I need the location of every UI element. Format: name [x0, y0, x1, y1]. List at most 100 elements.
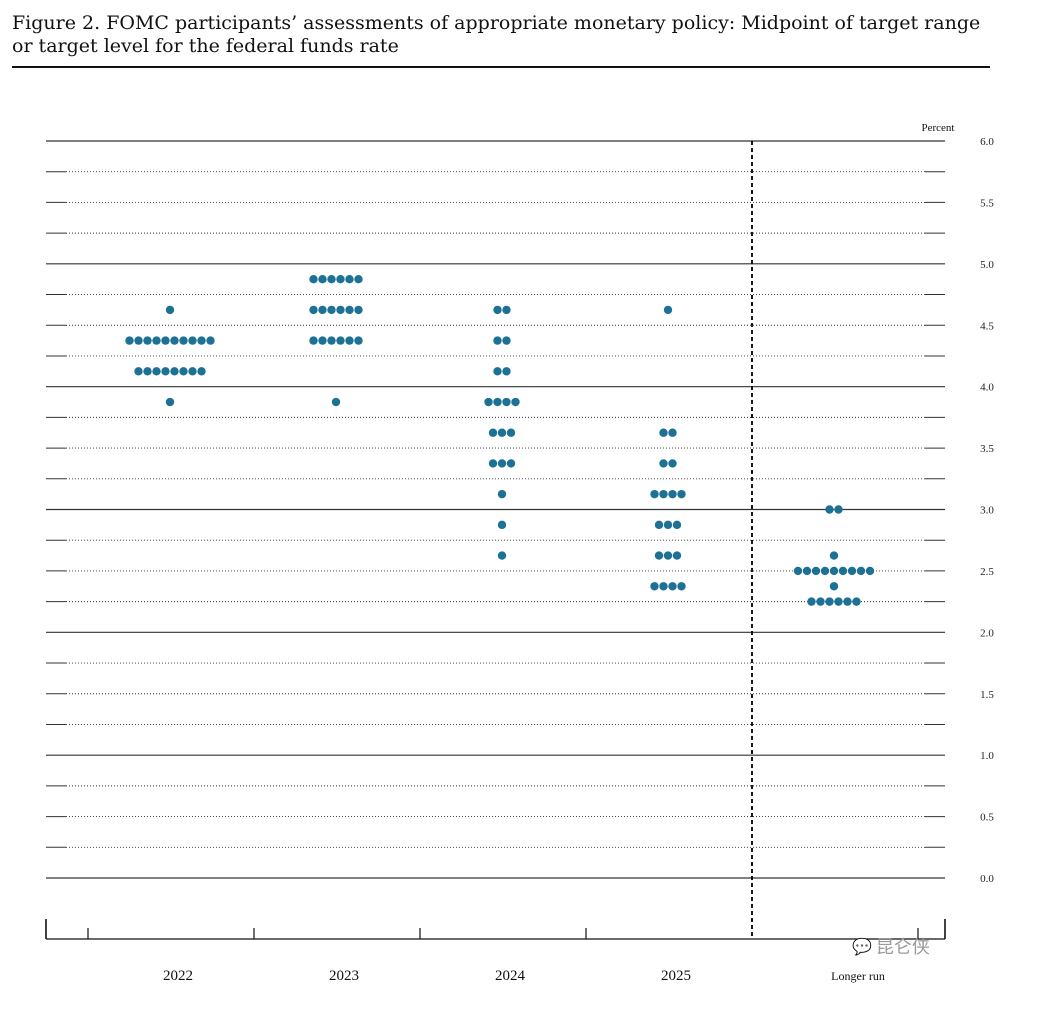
dot-point: [493, 367, 502, 376]
dot-point: [834, 597, 843, 606]
dot-point: [497, 489, 507, 499]
dot-point: [488, 459, 498, 468]
y-tick-label: 1.0: [980, 750, 994, 762]
dot-point: [502, 367, 511, 376]
dot-point: [497, 520, 507, 530]
dots: [125, 274, 875, 606]
y-axis-label: Percent: [922, 122, 955, 134]
dot-point: [318, 274, 327, 284]
y-tick-label: 3.5: [980, 443, 994, 455]
dot-point: [152, 336, 161, 345]
dot-point: [327, 305, 336, 315]
dot-point: [331, 397, 341, 407]
y-tick-label: 5.5: [980, 197, 994, 209]
dot-point: [165, 305, 175, 315]
dot-point: [820, 566, 830, 576]
dot-point: [816, 597, 825, 606]
dot-point: [170, 336, 179, 345]
dot-point: [125, 336, 134, 345]
y-tick-label: 3.0: [980, 505, 994, 517]
dot-point: [829, 551, 839, 560]
dot-point: [672, 551, 682, 560]
watermark: 💬 昆仑侠: [852, 933, 930, 959]
dot-point: [668, 428, 677, 437]
dot-point: [506, 428, 516, 437]
x-tick-label: 2025: [661, 968, 691, 984]
dot-point: [493, 336, 502, 345]
y-tick-label: 0.0: [980, 873, 994, 885]
dot-point: [354, 336, 363, 345]
watermark-text: 昆仑侠: [875, 937, 930, 958]
y-tick-label: 6.0: [980, 136, 994, 148]
y-tick-label: 2.0: [980, 627, 994, 639]
dot-point: [856, 566, 866, 576]
dot-point: [659, 582, 668, 591]
dot-point: [825, 505, 834, 514]
dot-point: [336, 305, 345, 315]
dot-point: [134, 336, 143, 345]
x-tick-label: 2022: [163, 968, 193, 984]
dot-point: [663, 305, 673, 315]
dot-point: [345, 305, 354, 315]
dot-point: [484, 397, 493, 407]
x-tick-labels: 2022 2023 2024 2025 Longer run: [163, 968, 885, 984]
dot-point: [165, 397, 175, 407]
dot-point: [511, 397, 520, 407]
dot-point: [161, 336, 170, 345]
x-tick-label: Longer run: [831, 969, 885, 983]
dot-point: [502, 397, 511, 407]
dot-point: [143, 336, 152, 345]
dot-point: [493, 397, 502, 407]
y-tick-label: 5.0: [980, 259, 994, 271]
dot-point: [829, 566, 839, 576]
dot-point: [825, 597, 834, 606]
dot-point: [497, 551, 507, 560]
dot-point: [802, 566, 812, 576]
dot-point: [345, 274, 354, 284]
dot-point: [793, 566, 803, 576]
dot-point: [677, 489, 686, 499]
dot-point: [309, 305, 318, 315]
dot-point: [654, 520, 664, 530]
dot-point: [345, 336, 354, 345]
title-rule: [12, 66, 990, 68]
dot-point: [161, 367, 170, 376]
dot-point: [493, 305, 502, 315]
dot-point: [654, 551, 664, 560]
dot-point: [188, 336, 197, 345]
dot-point: [668, 489, 677, 499]
wechat-icon: 💬: [852, 936, 872, 956]
dot-point: [188, 367, 197, 376]
dot-point: [134, 367, 143, 376]
dot-point: [843, 597, 852, 606]
dot-point: [336, 336, 345, 345]
dot-point: [170, 367, 179, 376]
dot-point: [309, 274, 318, 284]
dot-point: [650, 582, 659, 591]
y-tick-label: 4.0: [980, 382, 994, 394]
y-tick-label: 0.5: [980, 812, 994, 824]
x-axis: [45, 919, 946, 940]
dot-point: [488, 428, 498, 437]
dot-point: [506, 459, 516, 468]
dot-point: [497, 428, 507, 437]
dot-point: [807, 597, 816, 606]
dot-point: [663, 551, 673, 560]
dot-point: [668, 459, 677, 468]
dot-point: [852, 597, 861, 606]
dot-point: [197, 336, 206, 345]
x-tick-label: 2023: [329, 968, 359, 984]
dot-point: [847, 566, 857, 576]
dot-point: [354, 305, 363, 315]
dot-point: [143, 367, 152, 376]
dot-point: [179, 367, 188, 376]
dot-point: [834, 505, 843, 514]
dot-point: [663, 520, 673, 530]
dot-point: [829, 582, 839, 591]
gridlines: [46, 140, 945, 879]
dot-point: [659, 489, 668, 499]
x-tick-label: 2024: [495, 968, 526, 984]
dot-point: [152, 367, 161, 376]
dot-point: [659, 428, 668, 437]
